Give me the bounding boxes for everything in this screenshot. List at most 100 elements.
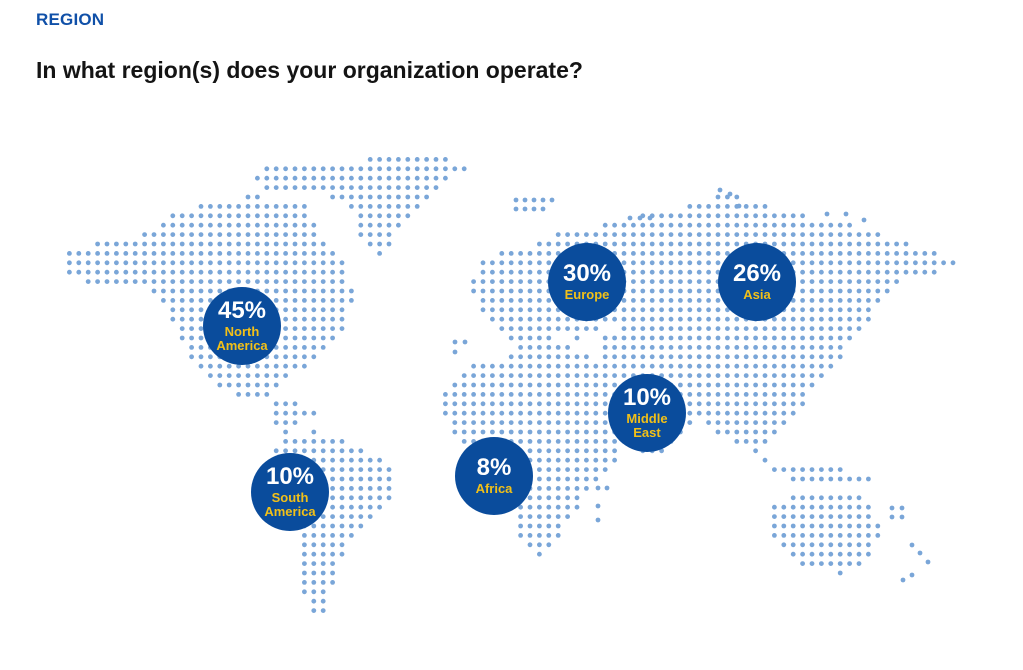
map-dot [790,542,796,548]
map-dot [753,429,758,435]
map-dot [302,166,307,172]
map-dot [649,260,655,266]
map-dot [725,213,730,219]
map-dot [518,335,523,341]
map-dot [480,373,486,378]
map-dot [743,354,749,360]
map-dot [490,401,495,407]
map-dot [377,241,382,247]
map-dot [847,260,852,266]
map-dot [302,345,307,350]
map-dot [574,382,580,388]
map-dot [527,373,533,378]
map-dot [772,514,777,519]
map-dot [809,279,815,284]
map-dot [179,260,185,266]
map-dot [292,166,298,172]
map-dot [678,307,683,313]
map-dot [320,288,326,294]
map-dot [565,382,570,388]
map-dot [687,279,693,284]
map-dot [142,232,148,238]
map-dot [837,326,843,331]
map-dot [809,363,815,369]
map-dot [706,345,711,350]
map-dot [67,251,72,256]
map-dot [678,382,683,388]
map-dot [179,251,185,256]
map-dot [819,298,824,303]
map-dot [631,326,636,331]
map-dot [819,354,824,360]
map-dot [604,485,610,491]
map-dot [736,203,742,209]
map-dot [151,260,157,266]
map-dot [696,204,702,209]
map-dot [819,251,824,256]
map-dot [631,279,636,284]
map-dot [828,551,834,557]
map-dot [555,401,561,407]
map-dot [292,420,298,425]
map-dot [292,439,298,444]
map-dot [480,307,486,313]
map-dot [358,476,364,482]
map-dot [245,260,251,266]
map-dot [339,166,345,172]
map-dot [273,288,279,294]
region-bubble-asia: 26% Asia [718,243,796,321]
map-dot [273,382,279,388]
map-dot [527,279,533,284]
map-dot [76,269,82,275]
map-dot [715,345,721,350]
map-dot [255,260,260,266]
map-dot [546,476,552,482]
map-dot [537,410,542,416]
map-dot [527,542,533,548]
map-dot [734,429,740,435]
map-dot [843,211,849,217]
map-dot [85,260,91,266]
map-dot [734,316,740,322]
map-dot [800,288,805,294]
map-dot [142,260,148,266]
map-dot [132,241,138,247]
map-dot [499,251,505,256]
map-dot [217,373,223,378]
map-dot [330,175,335,181]
map-dot [828,495,834,501]
map-dot [396,185,401,191]
map-dot [856,495,862,501]
map-dot [847,551,852,557]
map-dot [283,204,288,209]
map-dot [302,185,307,191]
map-dot [283,345,288,350]
map-dot [283,175,288,181]
map-dot [621,373,627,378]
map-dot [856,288,862,294]
map-dot [847,561,852,566]
map-dot [762,410,768,416]
map-dot [828,561,834,566]
map-dot [574,363,580,369]
map-dot [349,457,354,463]
map-dot [320,561,326,566]
map-dot [537,307,542,313]
region-value: 10% [622,384,672,411]
map-dot [593,439,599,444]
map-dot [819,222,824,228]
map-dot [866,298,871,303]
region-value: 8% [476,454,512,481]
map-dot [790,222,796,228]
map-dot [302,204,307,209]
map-dot [283,335,288,341]
map-dot [649,316,655,322]
map-dot [602,410,608,416]
map-dot [715,241,721,247]
map-dot [264,279,270,284]
map-dot [508,307,514,313]
map-dot [584,439,589,444]
map-dot [602,373,608,378]
region-label: Middle East [626,411,668,440]
map-dot [753,213,758,219]
